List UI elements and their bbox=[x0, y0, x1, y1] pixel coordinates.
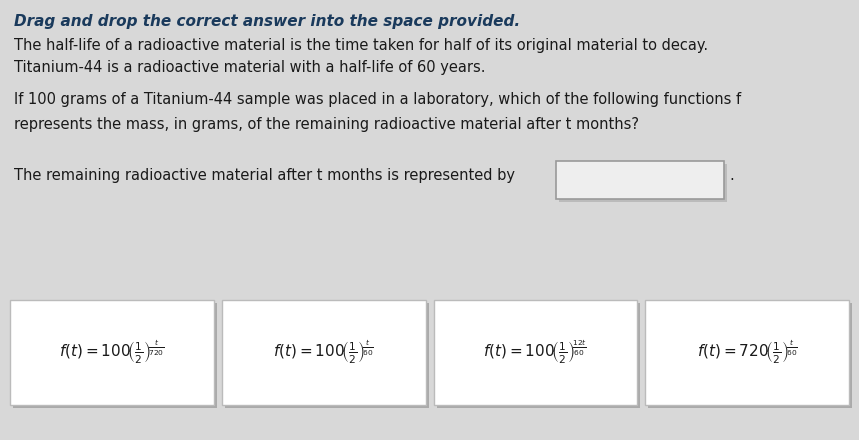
Bar bbox=[434, 300, 637, 405]
Text: The half-life of a radioactive material is the time taken for half of its origin: The half-life of a radioactive material … bbox=[14, 38, 708, 53]
Text: $f(t)=720\!\left(\frac{1}{2}\right)^{\!\frac{t}{60}}$: $f(t)=720\!\left(\frac{1}{2}\right)^{\!\… bbox=[697, 339, 797, 366]
Text: .: . bbox=[729, 168, 734, 183]
Bar bbox=[436, 303, 640, 408]
Bar bbox=[645, 300, 849, 405]
Text: If 100 grams of a Titanium-44 sample was placed in a laboratory, which of the fo: If 100 grams of a Titanium-44 sample was… bbox=[14, 92, 741, 107]
Bar bbox=[13, 303, 216, 408]
Text: Drag and drop the correct answer into the space provided.: Drag and drop the correct answer into th… bbox=[14, 14, 521, 29]
Bar bbox=[559, 164, 727, 202]
Text: $f(t)=100\!\left(\frac{1}{2}\right)^{\!\frac{t}{720}}$: $f(t)=100\!\left(\frac{1}{2}\right)^{\!\… bbox=[59, 339, 165, 366]
Text: $f(t)=100\!\left(\frac{1}{2}\right)^{\!\frac{12t}{60}}$: $f(t)=100\!\left(\frac{1}{2}\right)^{\!\… bbox=[484, 339, 588, 366]
Text: The remaining radioactive material after t months is represented by: The remaining radioactive material after… bbox=[14, 168, 515, 183]
Text: represents the mass, in grams, of the remaining radioactive material after t mon: represents the mass, in grams, of the re… bbox=[14, 117, 639, 132]
Bar bbox=[10, 300, 214, 405]
Bar bbox=[649, 303, 852, 408]
Bar bbox=[556, 161, 724, 199]
Bar bbox=[225, 303, 429, 408]
Text: Titanium-44 is a radioactive material with a half-life of 60 years.: Titanium-44 is a radioactive material wi… bbox=[14, 60, 485, 75]
Text: $f(t)=100\!\left(\frac{1}{2}\right)^{\!\frac{t}{60}}$: $f(t)=100\!\left(\frac{1}{2}\right)^{\!\… bbox=[273, 339, 374, 366]
Bar bbox=[222, 300, 425, 405]
